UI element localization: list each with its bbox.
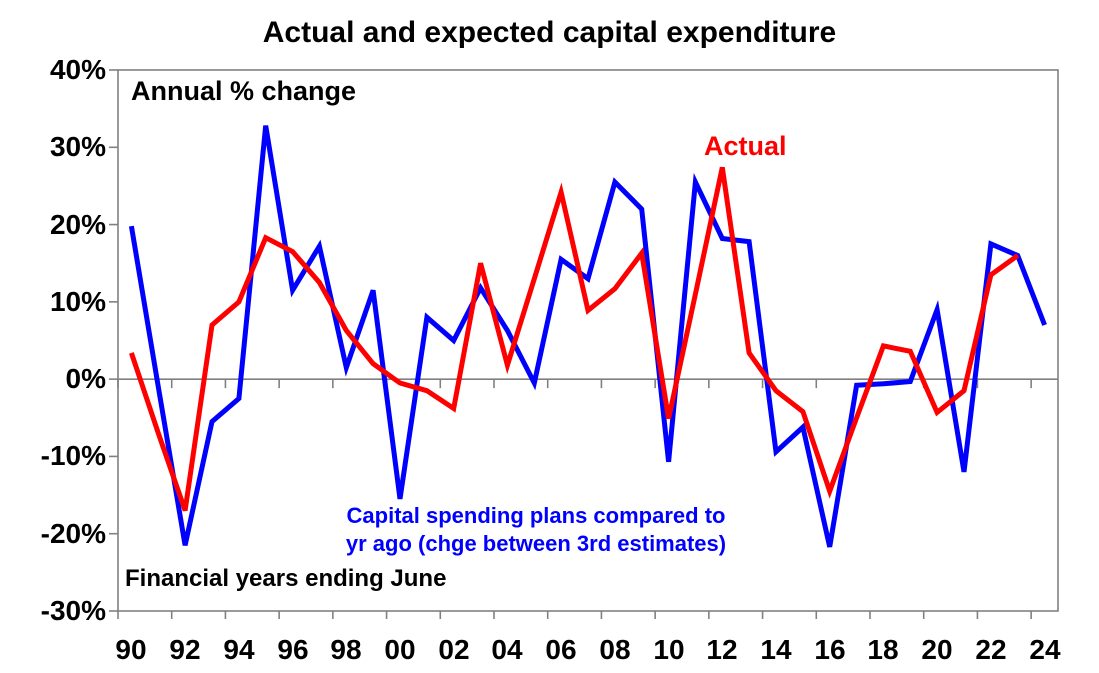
x-axis-label: 18 xyxy=(867,634,899,665)
y-axis-label: -10% xyxy=(40,440,106,471)
series-line-plans xyxy=(128,125,1047,548)
x-axis-label: 00 xyxy=(384,634,416,665)
x-axis-label: 02 xyxy=(438,634,470,665)
x-axis-label: 12 xyxy=(706,634,738,665)
x-axis-label: 96 xyxy=(277,634,309,665)
plot-border xyxy=(117,69,1059,612)
series-label-actual: Actual xyxy=(704,131,787,161)
y-axis-label: 30% xyxy=(49,131,106,162)
chart-title: Actual and expected capital expenditure xyxy=(262,16,837,49)
y-axis-label: 0% xyxy=(65,363,106,394)
y-axis-label: 10% xyxy=(49,286,106,317)
y-axis-label: 40% xyxy=(49,54,106,85)
x-axis-label: 98 xyxy=(330,634,362,665)
series-label-plans-line2: yr ago (chge between 3rd estimates) xyxy=(345,531,727,556)
x-axis-label: 94 xyxy=(223,634,255,665)
x-axis-label: 04 xyxy=(491,634,523,665)
x-axis-label: 16 xyxy=(814,634,846,665)
x-axis-label: 06 xyxy=(545,634,577,665)
x-axis-label: 08 xyxy=(599,634,631,665)
x-axis-label: 20 xyxy=(921,634,953,665)
series-label-plans: Capital spending plans compared to yr ag… xyxy=(286,502,786,558)
series-label-plans-line1: Capital spending plans compared to xyxy=(346,503,726,528)
x-axis-label: 90 xyxy=(115,634,147,665)
y-axis-label: -30% xyxy=(40,595,106,626)
y-axis-label: 20% xyxy=(49,209,106,240)
y-axis-label: -20% xyxy=(40,518,106,549)
footnote-label: Financial years ending June xyxy=(125,565,447,592)
x-axis-label: 22 xyxy=(975,634,1007,665)
series-line-actual xyxy=(129,166,1020,512)
x-axis-label: 92 xyxy=(169,634,201,665)
x-axis-label: 14 xyxy=(760,634,792,665)
x-axis-label: 24 xyxy=(1029,634,1061,665)
y-axis-unit-label: Annual % change xyxy=(131,76,357,106)
x-axis-label: 10 xyxy=(653,634,685,665)
